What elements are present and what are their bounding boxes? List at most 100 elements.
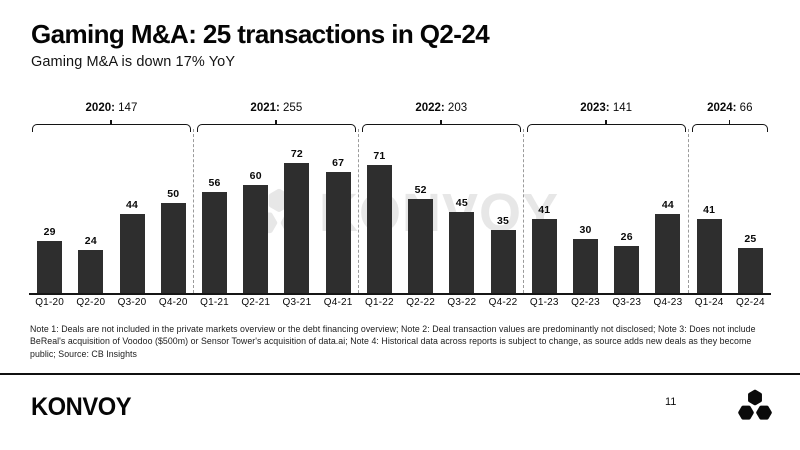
bar-value-label: 25 [744, 233, 757, 246]
bar-groups: 2020: 147 29 24 44 50 Q1-20 Q2-20 Q3-20 Q4-20 202… [29, 102, 771, 311]
bar [573, 239, 598, 294]
year-total-label: 2024: 66 [707, 102, 753, 114]
x-axis-tick-label: Q3-21 [282, 297, 312, 309]
bar-slot: 30 [565, 224, 606, 294]
bar [78, 249, 104, 294]
bar-value-label: 52 [414, 184, 427, 197]
x-axis-tick-label: Q2-22 [406, 297, 435, 309]
year-total-label: 2021: 255 [250, 102, 303, 114]
page-number: 11 [665, 396, 677, 408]
x-axis-tick-label: Q2-24 [735, 297, 765, 309]
bar-slot: 60 [235, 170, 276, 294]
bar-slot: 24 [70, 234, 111, 294]
x-axis-tick-label: Q2-20 [76, 297, 106, 309]
bar-value-label: 29 [43, 225, 56, 238]
year-brace [526, 119, 686, 132]
bar-value-label: 24 [84, 234, 97, 247]
bar-value-label: 56 [208, 177, 221, 190]
footnotes: Note 1: Deals are not included in the pr… [30, 324, 756, 359]
bar-slot: 25 [730, 233, 771, 294]
bar [696, 219, 722, 294]
bar [531, 219, 557, 294]
bar-value-label: 30 [579, 224, 592, 237]
year-total-label: 2023: 141 [580, 102, 633, 114]
header: Gaming M&A: 25 transactions in Q2-24 Gam… [31, 19, 490, 70]
year-group: 2022: 203 71 52 45 35 Q1-22 Q2-22 Q3-22 Q4-22 [359, 102, 525, 311]
bar [366, 165, 392, 294]
x-axis-tick-label: Q4-21 [323, 297, 353, 309]
bar [614, 246, 640, 294]
bar-slot: 52 [400, 184, 441, 294]
year-brace [361, 119, 521, 132]
year-brace [32, 119, 191, 132]
x-axis-tick-label: Q2-23 [571, 297, 600, 309]
bar [655, 213, 681, 294]
x-axis-tick-label: Q3-22 [447, 297, 477, 309]
bar-slot: 44 [111, 198, 152, 294]
bar-slot: 56 [194, 177, 235, 294]
bar-slot: 41 [524, 204, 565, 294]
x-axis-tick-label: Q4-20 [158, 297, 188, 309]
year-group: 2024: 66 41 25 Q1-24 Q2-24 [689, 102, 771, 311]
x-axis-tick-label: Q3-23 [612, 297, 642, 309]
bar [243, 185, 269, 294]
year-group: 2020: 147 29 24 44 50 Q1-20 Q2-20 Q3-20 Q4-20 [29, 102, 195, 311]
bar-slot: 41 [689, 204, 730, 294]
bar [490, 230, 516, 294]
x-axis-tick-label: Q1-24 [694, 297, 724, 309]
bar [202, 192, 227, 294]
x-axis-tick-label: Q1-20 [35, 297, 64, 309]
bar-value-label: 44 [126, 198, 139, 211]
bar-slot: 71 [359, 150, 400, 294]
bar-slot: 26 [606, 231, 647, 294]
bar-slot: 29 [29, 225, 70, 294]
year-total-label: 2022: 203 [415, 102, 468, 114]
bar-slot: 67 [318, 157, 359, 294]
x-axis-tick-label: Q3-20 [117, 297, 147, 309]
x-axis-tick-label: Q1-22 [364, 297, 394, 309]
bar-value-label: 35 [497, 215, 510, 228]
year-separator-line [193, 129, 195, 293]
year-group: 2023: 141 41 30 26 44 Q1-23 Q2-23 Q3-23 Q4-23 [524, 102, 690, 311]
bar [160, 203, 186, 294]
bar [284, 163, 310, 294]
bar-value-label: 50 [167, 188, 180, 201]
bar [449, 212, 475, 294]
x-axis-tick-label: Q4-22 [488, 297, 518, 309]
bar-value-label: 60 [249, 170, 262, 183]
year-separator-line [523, 129, 525, 293]
bar-value-label: 26 [620, 231, 633, 244]
bar-chart: KONVOY 2020: 147 29 24 44 50 Q1-20 Q2-20 Q3-20 Q… [29, 102, 771, 314]
bar-value-label: 45 [455, 197, 468, 210]
bar-slot: 50 [153, 188, 194, 294]
bar [325, 172, 351, 294]
year-group: 2021: 255 56 60 72 67 Q1-21 Q2-21 Q3-21 Q4-21 [194, 102, 360, 311]
page-title: Gaming M&A: 25 transactions in Q2-24 [31, 19, 490, 49]
bar [119, 213, 145, 294]
x-axis-tick-label: Q4-23 [653, 297, 683, 309]
year-separator-line [688, 129, 690, 293]
year-total-label: 2020: 147 [85, 102, 138, 114]
bar [408, 199, 434, 294]
bar-value-label: 67 [332, 157, 345, 170]
bar-value-label: 71 [373, 150, 386, 163]
bar-value-label: 41 [538, 204, 551, 217]
bar [37, 240, 63, 294]
year-brace [196, 119, 356, 132]
bar-slot: 72 [276, 148, 317, 294]
bar [737, 248, 763, 294]
bar-slot: 35 [482, 215, 523, 294]
konvoy-logo-icon [738, 389, 772, 420]
footer-divider [0, 373, 800, 375]
x-axis-tick-label: Q2-21 [241, 297, 271, 309]
x-axis-line [29, 293, 771, 295]
bar-slot: 44 [647, 199, 688, 294]
year-brace [691, 119, 768, 132]
bar-value-label: 72 [290, 148, 303, 161]
x-axis-tick-label: Q1-21 [200, 297, 229, 309]
page-subtitle: Gaming M&A is down 17% YoY [31, 54, 236, 70]
bar-value-label: 41 [703, 204, 716, 217]
bar-slot: 45 [441, 197, 482, 294]
konvoy-wordmark: KONVOY [31, 393, 132, 421]
